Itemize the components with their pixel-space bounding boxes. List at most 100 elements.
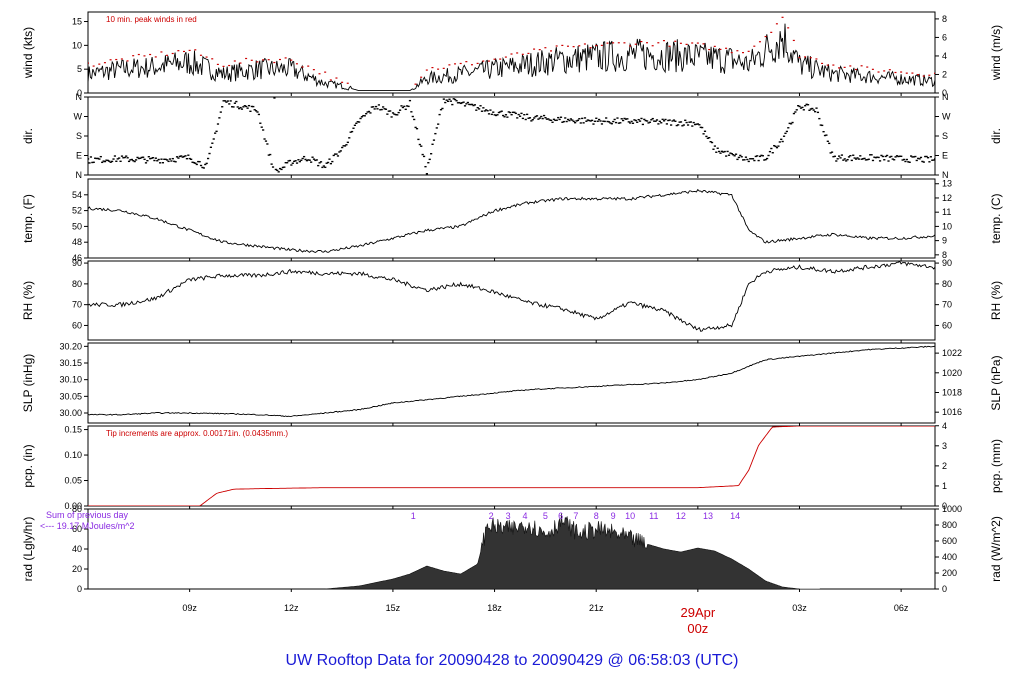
direction-point [449, 100, 452, 102]
direction-point [703, 130, 707, 132]
direction-point [352, 127, 355, 129]
direction-point [177, 157, 180, 159]
direction-point [919, 156, 923, 159]
direction-point [380, 108, 383, 111]
peak-wind-mark [838, 67, 841, 69]
peak-wind-mark [290, 59, 293, 61]
series-line-rh [88, 261, 935, 332]
right-tick-label-slp: 1022 [942, 348, 962, 358]
direction-point [298, 160, 301, 163]
radiation-annotation-line1: Sum of previous day [46, 510, 129, 520]
right-tick-label-pcp: 0 [942, 501, 947, 511]
direction-point [605, 117, 608, 119]
direction-point [218, 117, 221, 119]
direction-point [331, 160, 334, 163]
direction-point [609, 122, 612, 124]
direction-point [722, 151, 725, 153]
direction-point [918, 158, 921, 160]
pcp-annotation: Tip increments are approx. 0.00171in. (0… [106, 429, 288, 438]
direction-point [785, 130, 788, 133]
peak-wind-mark [911, 72, 914, 74]
direction-point [780, 138, 783, 141]
direction-point [598, 118, 601, 121]
direction-point [150, 157, 153, 159]
ylabel-left-rh: RH (%) [21, 281, 35, 320]
peak-wind-mark [758, 41, 761, 43]
direction-point [387, 110, 390, 112]
left-tick-label-dir: N [76, 92, 83, 102]
direction-point [734, 153, 738, 155]
direction-point [326, 161, 330, 164]
direction-point [216, 123, 220, 125]
direction-point [257, 113, 261, 116]
direction-point [908, 161, 911, 164]
direction-point [746, 158, 749, 161]
direction-point [116, 158, 119, 160]
peak-wind-mark [883, 70, 886, 72]
direction-point [366, 111, 369, 113]
direction-point [661, 118, 664, 121]
direction-point [535, 115, 539, 117]
direction-point [631, 122, 635, 124]
direction-point [795, 109, 798, 111]
peak-wind-mark [312, 69, 315, 71]
right-tick-label-slp: 1016 [942, 407, 962, 417]
direction-point [716, 147, 719, 149]
direction-point [394, 113, 397, 116]
direction-point [747, 160, 750, 163]
direction-point [199, 164, 203, 167]
direction-point [718, 150, 721, 153]
direction-point [290, 164, 293, 166]
direction-point [643, 118, 646, 121]
direction-point [849, 154, 852, 157]
panel-pcp: 0.00 0.05 0.10 0.15 0 1 2 3 4 pcp. (in) pcp. (mm) T… [21, 421, 1003, 511]
direction-point [802, 109, 805, 111]
direction-point [805, 103, 808, 106]
x-tick-label: 21z [589, 603, 604, 613]
direction-point [359, 117, 362, 120]
direction-point [322, 165, 325, 167]
direction-point [355, 122, 358, 125]
direction-point [934, 158, 935, 160]
direction-point [914, 155, 917, 158]
direction-point [441, 107, 444, 110]
direction-point [784, 132, 787, 135]
direction-point [246, 107, 249, 109]
direction-point [483, 110, 486, 112]
direction-point [295, 162, 299, 164]
peak-wind-mark [459, 62, 462, 65]
direction-point [884, 155, 887, 158]
direction-point [95, 157, 98, 160]
direction-point [674, 120, 677, 122]
direction-point [202, 167, 205, 169]
direction-point [256, 111, 259, 113]
direction-point [904, 160, 907, 163]
direction-point [723, 150, 726, 153]
direction-point [102, 160, 105, 162]
direction-point [281, 166, 285, 169]
direction-point [127, 160, 131, 163]
left-tick-label-temp: 54 [72, 190, 82, 200]
peak-wind-mark [346, 82, 349, 84]
direction-point [857, 158, 860, 160]
panel-frame-slp [87, 342, 936, 424]
direction-point [479, 105, 482, 107]
direction-point [921, 160, 924, 163]
direction-point [89, 156, 93, 158]
direction-point [606, 120, 609, 123]
direction-point [393, 113, 396, 115]
peak-wind-mark [657, 42, 660, 44]
direction-point [801, 106, 804, 109]
direction-point [814, 110, 817, 113]
direction-point [125, 155, 128, 157]
direction-point [846, 158, 849, 161]
radiation-marker-label: 7 [573, 511, 578, 521]
direction-point [278, 167, 282, 170]
direction-point [706, 137, 709, 139]
panel-frame-rh [87, 260, 936, 341]
direction-point [235, 100, 238, 103]
direction-point [751, 158, 755, 160]
direction-point [739, 154, 742, 157]
direction-point [657, 123, 660, 125]
direction-point [887, 160, 890, 162]
